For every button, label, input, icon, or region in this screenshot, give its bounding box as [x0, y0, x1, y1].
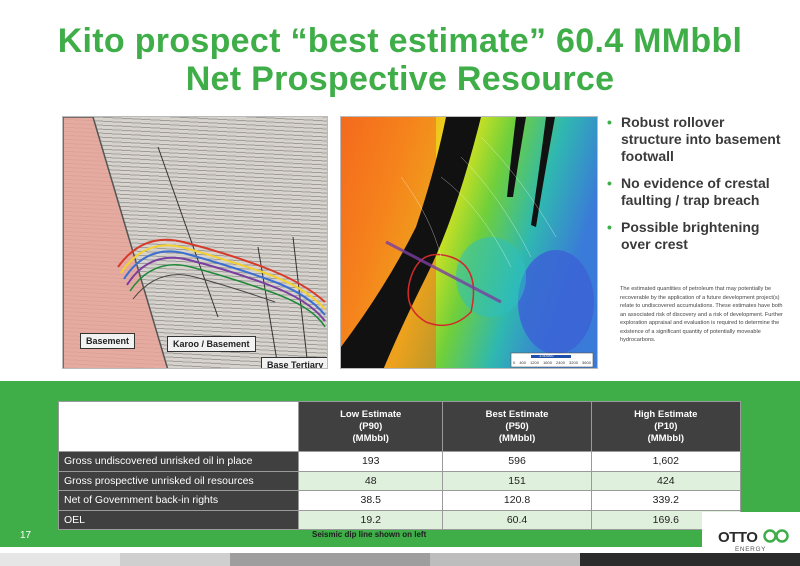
footer-strip [0, 553, 800, 566]
row-value-best: 596 [442, 451, 592, 472]
map-scale-tick: 3200 [569, 360, 578, 365]
table-header-best: Best Estimate (P50) (MMbbl) [442, 401, 592, 452]
table-corner-cell [58, 401, 299, 452]
map-scale-ticks: 0 400 1200 1600 2400 3200 3600 [513, 360, 591, 365]
bullet-item: Possible brightening over crest [607, 219, 787, 253]
resource-table: Low Estimate (P90) (MMbbl) Best Estimate… [58, 401, 742, 530]
header-line: (MMbbl) [352, 432, 389, 444]
seismic-label-base-tertiary: Base Tertiary [261, 357, 327, 368]
row-value-best: 151 [442, 470, 592, 491]
disclaimer-note: The estimated quantities of petroleum th… [620, 286, 783, 343]
table-header-high: High Estimate (P10) (MMbbl) [590, 401, 742, 452]
row-label: Net of Government back-in rights [58, 490, 299, 511]
footer-block [580, 553, 800, 566]
header-line: Best Estimate [485, 408, 549, 420]
company-logo-icon [763, 529, 789, 543]
map-scale-label: 1:50000 [539, 353, 554, 358]
slide-title: Kito prospect “best estimate” 60.4 MMbbl… [0, 22, 800, 98]
footer-block [0, 553, 120, 566]
depth-map-drawing [341, 117, 597, 368]
header-line: (P50) [505, 420, 529, 432]
seismic-label-basement: Basement [80, 333, 136, 349]
table-row: Gross undiscovered unrisked oil in place… [58, 451, 742, 472]
row-value-high: 1,602 [590, 451, 742, 472]
row-label: Gross undiscovered unrisked oil in place [58, 451, 299, 472]
map-scale-tick: 2400 [556, 360, 565, 365]
map-scale-tick: 1600 [543, 360, 552, 365]
row-value-low: 193 [297, 451, 444, 472]
table-row: Net of Government back-in rights 38.5 12… [58, 490, 742, 511]
table-header-row: Low Estimate (P90) (MMbbl) Best Estimate… [58, 401, 742, 452]
row-value-high: 339.2 [590, 490, 742, 511]
table-row: OEL 19.2 60.4 169.6 [58, 509, 742, 530]
header-line: (MMbbl) [647, 432, 684, 444]
row-label: OEL [58, 509, 299, 530]
company-logo-sub: ENERGY [735, 546, 767, 553]
table-header-low: Low Estimate (P90) (MMbbl) [297, 401, 444, 452]
header-line: High Estimate [634, 408, 698, 420]
map-scale-tick: 3600 [582, 360, 591, 365]
bullet-item: No evidence of crestal faulting / trap b… [607, 175, 787, 209]
key-points-list: Robust rollover structure into basement … [607, 114, 787, 263]
map-scale-tick: 0 [513, 360, 516, 365]
seismic-section-image: Basement Karoo / Basement Base Tertiary [62, 116, 328, 369]
header-line: (MMbbl) [498, 432, 536, 444]
row-label: Gross prospective unrisked oil resources [58, 470, 299, 491]
row-value-low: 19.2 [297, 509, 444, 530]
depth-map-image: 1:50000 0 400 1200 1600 2400 3200 3600 [340, 116, 598, 369]
title-line-1: Kito prospect “best estimate” 60.4 MMbbl [57, 22, 743, 60]
seismic-drawing [63, 117, 326, 368]
table-caption: Seismic dip line shown on left [312, 530, 427, 539]
row-value-low: 48 [297, 470, 444, 491]
map-scale-tick: 400 [519, 360, 526, 365]
map-scale-tick: 1200 [530, 360, 539, 365]
footer-block [120, 553, 230, 566]
row-value-best: 60.4 [442, 509, 592, 530]
bullet-item: Robust rollover structure into basement … [607, 114, 787, 165]
footer-block [430, 553, 580, 566]
footer-block [230, 553, 430, 566]
header-line: (P90) [359, 420, 383, 432]
row-value-best: 120.8 [442, 490, 592, 511]
header-line: (P10) [654, 420, 678, 432]
company-logo-word: OTTO [718, 529, 758, 546]
page-number: 17 [20, 530, 32, 541]
title-line-2: Net Prospective Resource [185, 60, 615, 98]
seismic-label-karoo: Karoo / Basement [167, 336, 256, 352]
table-row: Gross prospective unrisked oil resources… [58, 470, 742, 491]
header-line: Low Estimate [340, 408, 402, 420]
row-value-high: 424 [590, 470, 742, 491]
row-value-low: 38.5 [297, 490, 444, 511]
